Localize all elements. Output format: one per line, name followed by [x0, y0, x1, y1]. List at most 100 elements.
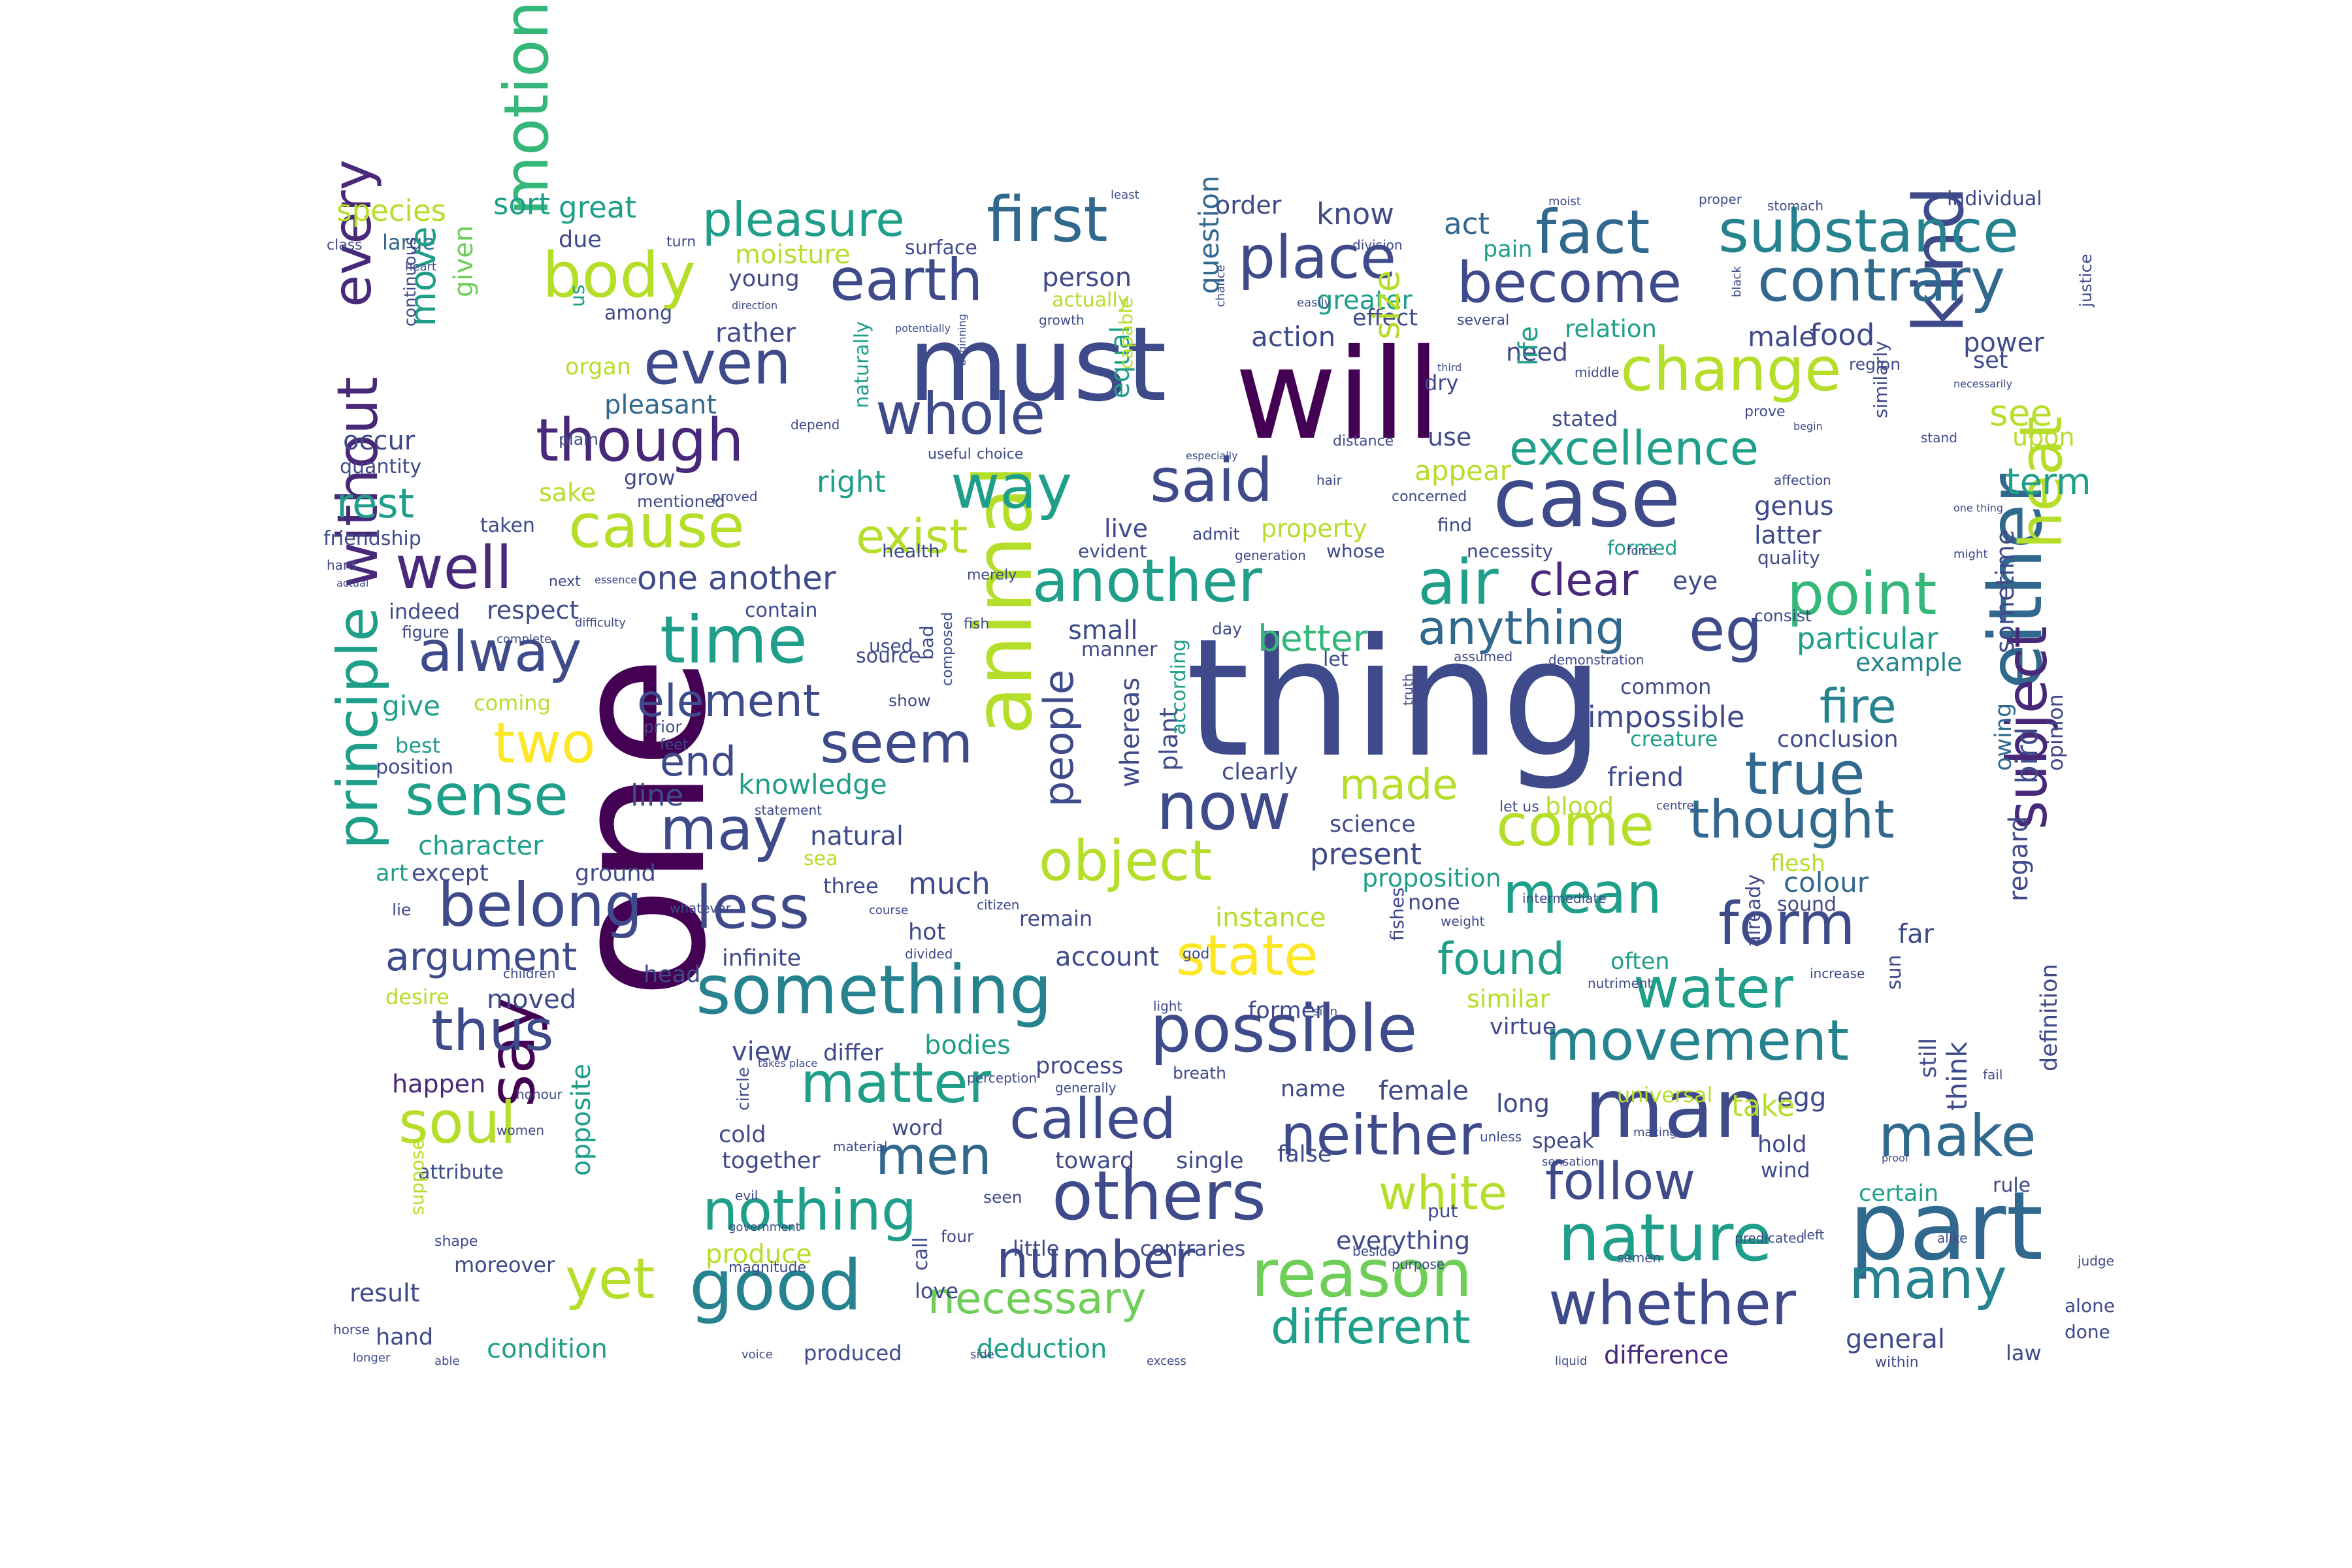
- word-capable: capable: [1115, 297, 1137, 369]
- word-choice: choice: [977, 446, 1024, 463]
- word-fire: fire: [1820, 679, 1897, 734]
- word-view: view: [732, 1037, 792, 1067]
- word-air: air: [1418, 547, 1499, 619]
- word-justice: justice: [2076, 253, 2095, 307]
- word-composed: composed: [939, 612, 956, 686]
- word-result: result: [350, 1279, 420, 1307]
- word-set: set: [1973, 348, 2008, 374]
- word-impossible: impossible: [1588, 700, 1745, 734]
- word-name: name: [1281, 1076, 1346, 1102]
- word-beginning: beginning: [956, 314, 968, 366]
- word-divided: divided: [905, 946, 953, 962]
- word-time: time: [660, 602, 808, 678]
- word-necessary: necessary: [928, 1273, 1147, 1324]
- word-hard: hard: [327, 557, 357, 573]
- word-long: long: [1496, 1089, 1550, 1118]
- word-coming: coming: [474, 691, 551, 715]
- word-feet: feet: [660, 737, 689, 753]
- word-another: another: [1032, 547, 1262, 615]
- word-shape: shape: [434, 1233, 478, 1250]
- word-must: must: [908, 305, 1167, 425]
- word-sake: sake: [539, 478, 596, 507]
- word-first: first: [987, 184, 1108, 256]
- word-lie: lie: [392, 900, 412, 919]
- word-begin: begin: [1793, 420, 1823, 433]
- word-hand: hand: [376, 1324, 434, 1350]
- word-cold: cold: [719, 1122, 766, 1148]
- word-light: light: [1153, 998, 1183, 1014]
- word-fishes: fishes: [1386, 887, 1408, 941]
- word-mean: mean: [1503, 861, 1662, 926]
- word-much: much: [908, 866, 990, 901]
- word-knowledge: knowledge: [738, 768, 887, 800]
- word-good: good: [689, 1245, 862, 1326]
- word-sensation: sensation: [1542, 1155, 1599, 1169]
- word-circle: circle: [734, 1067, 753, 1111]
- word-end: end: [660, 738, 736, 785]
- word-single: single: [1176, 1148, 1244, 1174]
- word-let: let: [1323, 648, 1348, 671]
- word-differ: differ: [823, 1040, 883, 1066]
- word-present: present: [1310, 837, 1422, 872]
- word-similarly: similarly: [1870, 340, 1891, 418]
- word-bodies: bodies: [924, 1030, 1011, 1060]
- word-next: next: [549, 574, 581, 590]
- word-process: process: [1036, 1053, 1124, 1079]
- word-semen: semen: [1617, 1250, 1661, 1266]
- word-difficulty: difficulty: [575, 616, 626, 630]
- word-far: far: [1898, 919, 1935, 949]
- word-contraries: contraries: [1140, 1236, 1246, 1261]
- word-eg: eg: [1689, 596, 1763, 664]
- word-voice: voice: [742, 1348, 773, 1362]
- word-use: use: [1428, 423, 1472, 451]
- word-natural: natural: [810, 821, 904, 851]
- word-food: food: [1810, 318, 1875, 352]
- word-honour: honour: [516, 1086, 563, 1102]
- word-breath: breath: [1173, 1064, 1226, 1083]
- word-man: man: [1584, 1062, 1766, 1156]
- word-one-thing: one thing: [1953, 502, 2004, 514]
- word-common: common: [1620, 674, 1712, 699]
- word-cause: cause: [568, 491, 745, 561]
- word-may: may: [660, 795, 789, 864]
- word-suppose: suppose: [406, 1139, 428, 1215]
- word-right: right: [817, 465, 886, 499]
- word-small: small: [1068, 615, 1138, 645]
- word-prove: prove: [1744, 404, 1786, 420]
- word-proved: proved: [712, 489, 758, 504]
- word-plain: plain: [559, 430, 598, 449]
- word-little: little: [1013, 1236, 1060, 1261]
- word-health: health: [882, 540, 940, 562]
- word-person: person: [1042, 263, 1132, 293]
- word-general: general: [1846, 1324, 1946, 1354]
- word-attribute: attribute: [418, 1161, 504, 1184]
- word-white: white: [1379, 1166, 1508, 1220]
- word-law: law: [2006, 1341, 2042, 1365]
- word-direction: direction: [732, 299, 778, 312]
- word-alway: alway: [418, 619, 582, 685]
- word-alike: alike: [1937, 1230, 1968, 1246]
- word-term: term: [2006, 461, 2091, 502]
- word-egg: egg: [1777, 1083, 1827, 1113]
- word-found: found: [1437, 934, 1565, 985]
- word-power: power: [1963, 328, 2044, 358]
- word-day: day: [1212, 619, 1242, 638]
- word-see: see: [1989, 392, 2053, 434]
- word-force: force: [1627, 544, 1657, 558]
- word-flesh: flesh: [1771, 851, 1825, 877]
- word-toward: toward: [1055, 1148, 1135, 1174]
- word-genus: genus: [1754, 491, 1834, 521]
- word-already: already: [1742, 874, 1765, 947]
- word-potentially: potentially: [895, 322, 951, 335]
- word-condition: condition: [487, 1334, 608, 1364]
- word-object: object: [1039, 828, 1213, 894]
- word-three: three: [823, 874, 879, 898]
- word-seen: seen: [983, 1188, 1022, 1207]
- word-young: young: [728, 266, 800, 292]
- word-useful: useful: [928, 446, 972, 463]
- word-let-us: let us: [1499, 799, 1539, 815]
- word-female: female: [1379, 1076, 1469, 1106]
- word-less: less: [696, 874, 810, 942]
- word-centre: centre: [1656, 799, 1694, 813]
